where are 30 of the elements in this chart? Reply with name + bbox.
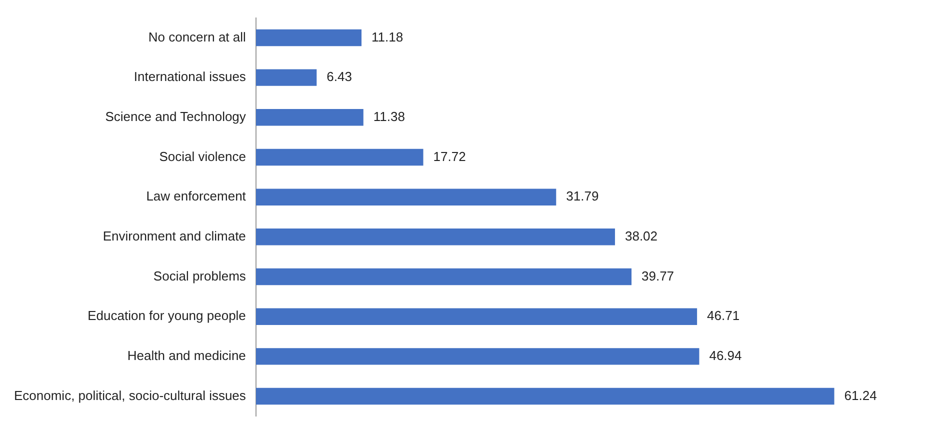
y-tick-label: Social problems: [153, 268, 246, 284]
data-label: 31.79: [566, 188, 599, 204]
data-label: 46.94: [709, 348, 742, 364]
y-tick-label: Science and Technology: [105, 108, 246, 124]
y-tick-label: Economic, political, socio-cultural issues: [14, 388, 246, 403]
data-label: 61.24: [844, 388, 877, 403]
y-tick-label: Environment and climate: [102, 228, 246, 244]
bar: [256, 188, 556, 206]
y-tick-label: Social violence: [159, 148, 246, 164]
y-tick-label: International issues: [134, 69, 246, 84]
bar: [256, 388, 834, 405]
y-tick-label: No concern at all: [148, 29, 246, 44]
bar: [256, 148, 424, 166]
data-label: 38.02: [624, 228, 658, 244]
bar: [256, 228, 615, 246]
data-label: 46.71: [707, 308, 740, 324]
y-tick-label: Health and medicine: [127, 348, 246, 364]
bar: [256, 268, 632, 286]
y-tick-label: Education for young people: [88, 308, 246, 324]
data-label: 17.72: [433, 148, 466, 164]
bar: [256, 29, 362, 46]
data-label: 11.18: [372, 29, 404, 44]
bar: [256, 69, 317, 86]
data-label: 39.77: [642, 268, 674, 284]
data-label: 11.38: [373, 108, 405, 124]
bar: [256, 308, 698, 325]
data-label: 6.43: [326, 69, 352, 84]
y-tick-label: Law enforcement: [146, 188, 246, 204]
bar: [256, 348, 700, 365]
bar: [256, 109, 364, 126]
